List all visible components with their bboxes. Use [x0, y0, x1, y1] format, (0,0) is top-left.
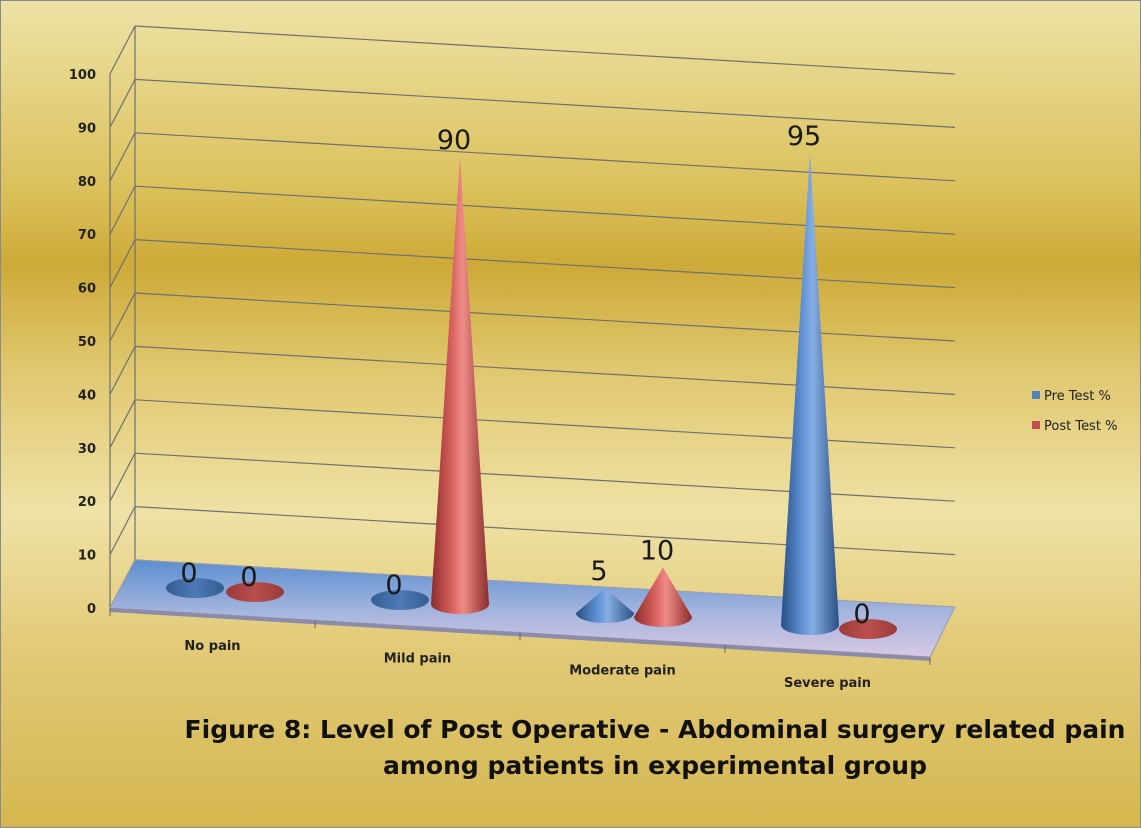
post-test-cone-1 — [431, 157, 489, 614]
y-tick-label: 20 — [78, 495, 96, 510]
y-tick-label: 30 — [78, 442, 96, 457]
back-wall-gridline — [134, 132, 956, 182]
y-tick-label: 60 — [78, 282, 96, 297]
back-wall-gridline — [134, 25, 956, 75]
x-tick-label: No pain — [184, 639, 240, 654]
legend-swatch-post-test — [1032, 421, 1040, 429]
x-axis-tick-labels: No pain Mild pain Moderate pain Severe pain — [184, 639, 871, 691]
side-wall-gridline — [109, 79, 136, 128]
pre-test-cone-2 — [576, 588, 634, 623]
post-test-data-label-0: 0 — [240, 562, 257, 593]
post-test-cone-0 — [226, 582, 284, 602]
back-wall-gridline — [134, 239, 956, 289]
x-tick-label: Severe pain — [784, 676, 871, 691]
data-labels: 0 0 5 95 0 90 10 0 — [180, 121, 870, 630]
y-tick-label: 10 — [78, 549, 96, 564]
pre-test-cone-3 — [781, 153, 839, 635]
y-tick-label: 40 — [78, 388, 96, 403]
x-tick-label: Mild pain — [384, 651, 451, 666]
side-wall-gridline — [109, 25, 136, 75]
chart-floor — [109, 559, 956, 665]
y-tick-label: 70 — [78, 228, 96, 243]
pre-test-cone-1 — [371, 590, 429, 610]
legend-label-pre-test: Pre Test % — [1044, 389, 1111, 404]
y-axis-tick-labels: 0 10 20 30 40 50 60 70 80 90 100 — [69, 68, 96, 617]
pre-test-data-label-1: 0 — [385, 570, 402, 601]
legend-swatch-pre-test — [1032, 391, 1040, 399]
chart-title-line-2: among patients in experimental group — [383, 751, 927, 780]
y-tick-label: 90 — [78, 121, 96, 136]
back-wall-gridline — [134, 185, 956, 235]
pre-test-data-label-0: 0 — [180, 558, 197, 589]
side-wall-gridline — [109, 239, 136, 288]
side-wall-gridline — [109, 346, 136, 395]
side-wall-gridline — [109, 399, 136, 449]
side-wall-gridline — [109, 132, 136, 182]
side-wall-gridline — [109, 185, 136, 235]
back-wall-gridline — [134, 78, 956, 128]
y-tick-label: 50 — [78, 335, 96, 350]
data-marks — [166, 153, 897, 639]
side-wall-gridline — [109, 452, 136, 502]
y-tick-label: 80 — [78, 175, 96, 190]
x-tick-label: Moderate pain — [569, 664, 676, 679]
chart-title-line-1: Figure 8: Level of Post Operative - Abdo… — [184, 715, 1126, 744]
pre-test-data-label-2: 5 — [590, 556, 607, 587]
post-test-data-label-1: 90 — [437, 125, 471, 156]
legend-label-post-test: Post Test % — [1044, 419, 1117, 434]
post-test-data-label-2: 10 — [640, 535, 674, 566]
post-test-cone-2 — [634, 567, 692, 627]
y-tick-label: 100 — [69, 68, 96, 83]
legend: Pre Test % Post Test % — [1032, 389, 1117, 434]
pre-test-cone-0 — [166, 578, 224, 598]
pre-test-data-label-3: 95 — [787, 121, 821, 152]
side-wall-gridline — [109, 506, 136, 555]
post-test-data-label-3: 0 — [853, 599, 870, 630]
side-wall-gridline — [109, 292, 136, 342]
chart-title: Figure 8: Level of Post Operative - Abdo… — [130, 712, 1141, 784]
post-test-cone-3 — [839, 619, 897, 639]
y-tick-label: 0 — [87, 602, 96, 617]
